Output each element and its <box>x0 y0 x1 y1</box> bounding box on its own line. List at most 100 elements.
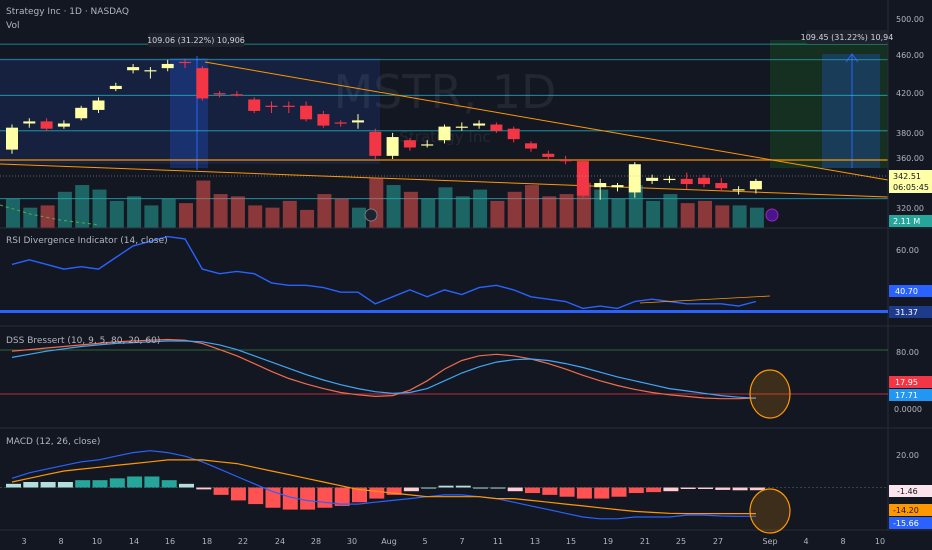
macd-hist-bar <box>179 483 194 488</box>
rsi-title[interactable]: RSI Divergence Indicator (14, close) <box>6 236 168 246</box>
volume-bar <box>749 207 764 228</box>
volume-bar <box>473 189 488 228</box>
candle-body <box>23 121 36 124</box>
dss-zero-tag: 0.0000 <box>894 405 922 414</box>
x-axis-label: 28 <box>311 537 321 546</box>
volume-bar <box>732 205 747 228</box>
x-axis-label: 22 <box>238 537 248 546</box>
macd-hist-bar <box>698 487 713 489</box>
macd-hist-bar <box>57 482 73 488</box>
candle-body <box>490 124 503 131</box>
last-price-tag: 342.51 <box>893 172 921 181</box>
macd-hist-bar <box>559 487 575 497</box>
candle-body <box>144 70 157 72</box>
trendlines <box>0 61 889 198</box>
measure-label-right-bg <box>806 30 888 44</box>
trendline-lower <box>0 163 889 198</box>
candle-body <box>230 94 243 96</box>
candle-body <box>109 85 122 90</box>
macd-hist-bar <box>75 480 91 488</box>
volume-bar <box>715 205 730 228</box>
x-axis-label: Aug <box>381 537 397 546</box>
last-price-tag-bg <box>889 170 932 182</box>
earnings-marker-icon[interactable] <box>364 208 378 222</box>
dividend-marker-icon[interactable] <box>765 208 779 222</box>
macd-highlight-circle <box>749 488 791 534</box>
candle-body <box>6 127 18 150</box>
price-tick-500: 500.00 <box>896 15 924 24</box>
volume-bar <box>663 194 678 228</box>
macd-hist-bar <box>127 476 143 488</box>
macd-hist-bar <box>438 485 454 488</box>
volume-bar <box>6 198 20 228</box>
measure-box-right-highlight <box>822 54 880 168</box>
x-axis-label: 8 <box>58 537 63 546</box>
volume-bar <box>282 200 297 228</box>
measure-box-right <box>770 40 888 168</box>
x-axis-label: 18 <box>202 537 212 546</box>
volume-bar <box>352 207 366 228</box>
x-axis-label: 8 <box>840 537 845 546</box>
candle-body <box>248 99 261 111</box>
volume-bar <box>559 194 574 228</box>
volume-bar <box>213 194 228 228</box>
candle-body <box>732 189 745 191</box>
candle-body <box>213 93 226 95</box>
rsi-level-band <box>0 310 888 313</box>
volume-bar <box>23 207 38 228</box>
candle-body <box>698 177 710 185</box>
volume-label: Vol <box>6 21 19 31</box>
candle-body <box>317 114 330 126</box>
volume-bar <box>421 198 436 228</box>
symbol-title[interactable]: Strategy Inc · 1D · NASDAQ <box>6 7 129 17</box>
macd-hist-tag: -1.46 <box>897 487 918 496</box>
volume-bar <box>628 185 643 228</box>
volume-bar <box>109 200 124 228</box>
x-axis-label: 3 <box>21 537 26 546</box>
macd-hist-bar <box>421 487 437 489</box>
macd-hist-bar <box>265 487 281 508</box>
macd-hist-bar <box>334 487 350 506</box>
price-tick-380: 380.00 <box>896 129 924 138</box>
x-axis-label: 13 <box>530 537 540 546</box>
macd-tick-20: 20.00 <box>896 451 919 460</box>
macd-hist-bar <box>196 487 212 490</box>
macd-hist-bar <box>144 476 160 488</box>
macd-hist-bar <box>507 487 523 492</box>
volume-bar <box>196 180 211 228</box>
macd-hist-bar <box>317 487 333 508</box>
x-axis-label: 19 <box>603 537 613 546</box>
price-tick-320: 320.00 <box>896 204 924 213</box>
dss-d-tag: 17.71 <box>895 391 918 400</box>
price-tick-360: 360.00 <box>896 154 924 163</box>
volume-bar <box>40 205 55 228</box>
macd-hist-bar <box>6 483 21 488</box>
dss-title[interactable]: DSS Bressert (10, 9, 5, 80, 20, 60) <box>6 336 160 346</box>
candle-body <box>352 120 364 123</box>
volume-bar <box>334 198 349 228</box>
macd-hist-bar <box>732 487 748 491</box>
macd-hist-bar <box>594 487 610 499</box>
rsi-line <box>11 235 757 310</box>
macd-line-tag-bg <box>889 517 932 529</box>
x-axis-label: Sep <box>762 537 777 546</box>
countdown-tag: 06:05:45 <box>893 183 929 192</box>
rsi-divergence-line <box>639 295 771 304</box>
candle-body <box>386 137 399 156</box>
candle-body <box>127 67 140 71</box>
volume-bar <box>144 205 159 228</box>
volume-bar <box>265 207 280 228</box>
candle-body <box>715 183 728 189</box>
candle-body <box>421 144 434 146</box>
volume-bar <box>57 191 72 228</box>
x-axis-label: 10 <box>875 537 885 546</box>
macd-hist-bar <box>715 487 731 490</box>
volume-tag: 2.11 M <box>893 217 920 226</box>
macd-hist-bar <box>680 487 696 489</box>
macd-title[interactable]: MACD (12, 26, close) <box>6 437 100 447</box>
candle-body <box>57 123 70 127</box>
rsi-current-tag: 40.70 <box>895 287 918 296</box>
